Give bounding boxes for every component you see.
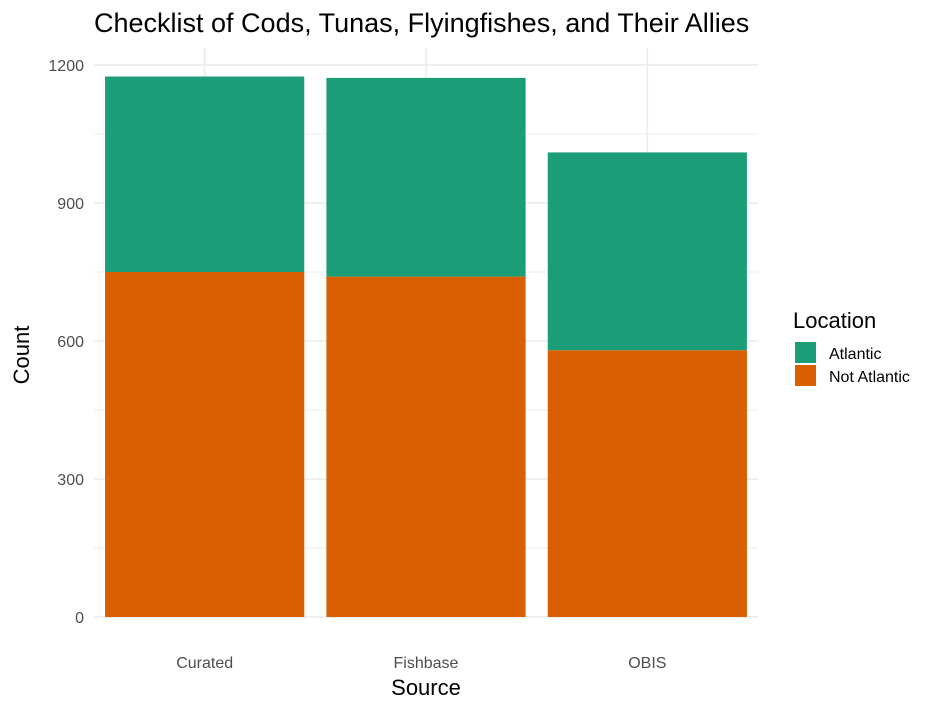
bar-obis-not-atlantic	[547, 350, 747, 617]
axis-layer: 0 300 600 900 1200 Curated Fishbase OBIS	[48, 58, 666, 672]
x-tick-label: Curated	[176, 655, 233, 672]
bar-obis-atlantic	[547, 152, 747, 351]
bar-fishbase-atlantic	[326, 77, 526, 277]
y-tick-label: 600	[57, 334, 84, 351]
legend-swatch	[795, 342, 816, 363]
y-tick-label: 0	[75, 610, 84, 627]
legend-label: Not Atlantic	[829, 369, 910, 386]
y-tick-label: 300	[57, 472, 84, 489]
chart-title: Checklist of Cods, Tunas, Flyingfishes, …	[94, 8, 749, 38]
x-axis-title: Source	[391, 675, 461, 700]
bar-fishbase-not-atlantic	[326, 276, 526, 617]
y-tick-label: 1200	[48, 58, 84, 75]
x-tick-label: Fishbase	[394, 655, 459, 672]
bar-curated-atlantic	[105, 76, 305, 273]
legend: Location Atlantic Not Atlantic	[793, 308, 910, 386]
x-tick-label: OBIS	[628, 655, 666, 672]
y-axis-title: Count	[9, 326, 34, 385]
legend-label: Atlantic	[829, 346, 881, 363]
y-tick-label: 900	[57, 196, 84, 213]
bar-curated-not-atlantic	[105, 272, 305, 617]
bar-layer	[105, 76, 747, 617]
legend-title: Location	[793, 308, 876, 333]
legend-swatch	[795, 365, 816, 386]
